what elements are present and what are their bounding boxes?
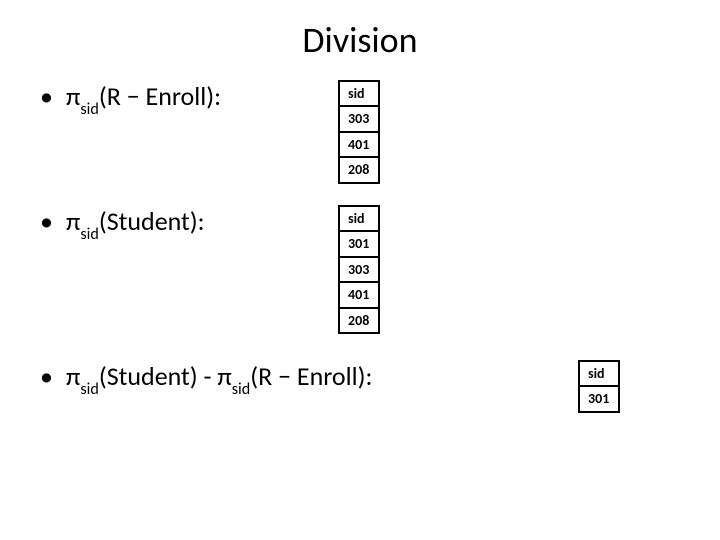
bullet-item-1: •πsid(R − Enroll): bbox=[0, 80, 221, 118]
subscript-sid: sid bbox=[80, 100, 98, 119]
bullet-dot: • bbox=[40, 205, 66, 239]
pi-symbol: π bbox=[66, 205, 80, 237]
table-r-minus-enroll: sid 303 401 208 bbox=[338, 80, 380, 184]
table-cell: 303 bbox=[339, 106, 379, 131]
pi-symbol: π bbox=[66, 80, 80, 112]
subscript-sid: sid bbox=[80, 380, 98, 399]
bullet-item-2: •πsid(Student): bbox=[0, 205, 205, 243]
bullet-dot: • bbox=[40, 80, 66, 114]
table-result: sid 301 bbox=[578, 360, 620, 413]
table-header: sid bbox=[339, 206, 379, 231]
expr-part1: (Student) - π bbox=[99, 360, 232, 392]
table-cell: 301 bbox=[579, 386, 619, 411]
table-cell: 208 bbox=[339, 308, 379, 333]
expr-rest: (R − Enroll): bbox=[99, 80, 221, 112]
table-student: sid 301 303 401 208 bbox=[338, 205, 380, 334]
table-cell: 401 bbox=[339, 132, 379, 157]
subscript-sid: sid bbox=[232, 380, 250, 399]
table-cell: 301 bbox=[339, 231, 379, 256]
bullet-dot: • bbox=[40, 360, 66, 394]
pi-symbol: π bbox=[66, 360, 80, 392]
page-title: Division bbox=[0, 0, 720, 82]
expr-1: •πsid(R − Enroll): bbox=[0, 80, 221, 118]
table-header: sid bbox=[339, 81, 379, 106]
subscript-sid: sid bbox=[80, 225, 98, 244]
table-cell: 208 bbox=[339, 157, 379, 182]
expr-part2: (R − Enroll): bbox=[250, 360, 372, 392]
bullet-item-3: •πsid(Student) - πsid(R − Enroll): bbox=[0, 360, 372, 398]
expr-2: •πsid(Student): bbox=[0, 205, 205, 243]
expr-3: •πsid(Student) - πsid(R − Enroll): bbox=[0, 360, 372, 398]
table-cell: 303 bbox=[339, 257, 379, 282]
expr-rest: (Student): bbox=[99, 205, 205, 237]
table-header: sid bbox=[579, 361, 619, 386]
table-cell: 401 bbox=[339, 282, 379, 307]
